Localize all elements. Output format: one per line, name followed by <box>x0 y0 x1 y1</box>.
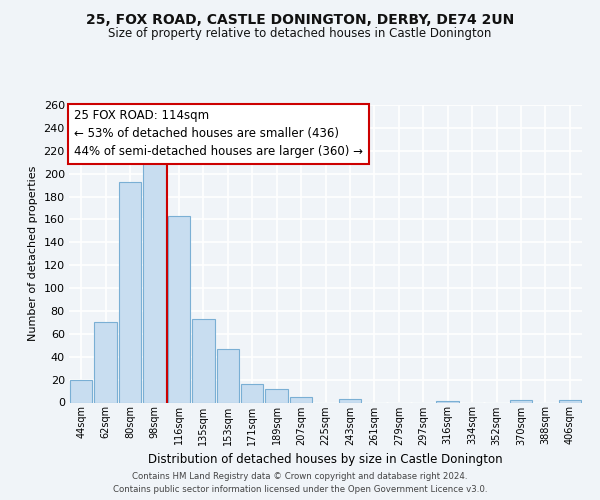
Text: 25 FOX ROAD: 114sqm
← 53% of detached houses are smaller (436)
44% of semi-detac: 25 FOX ROAD: 114sqm ← 53% of detached ho… <box>74 110 363 158</box>
Text: Size of property relative to detached houses in Castle Donington: Size of property relative to detached ho… <box>109 28 491 40</box>
Bar <box>94 322 117 402</box>
Text: Contains public sector information licensed under the Open Government Licence v3: Contains public sector information licen… <box>113 485 487 494</box>
Bar <box>338 399 361 402</box>
Bar <box>290 397 313 402</box>
Bar <box>143 159 166 402</box>
Text: Contains HM Land Registry data © Crown copyright and database right 2024.: Contains HM Land Registry data © Crown c… <box>132 472 468 481</box>
Text: 25, FOX ROAD, CASTLE DONINGTON, DERBY, DE74 2UN: 25, FOX ROAD, CASTLE DONINGTON, DERBY, D… <box>86 12 514 26</box>
Bar <box>167 216 190 402</box>
Bar <box>559 400 581 402</box>
Bar <box>509 400 532 402</box>
X-axis label: Distribution of detached houses by size in Castle Donington: Distribution of detached houses by size … <box>148 453 503 466</box>
Bar <box>217 348 239 403</box>
Bar <box>119 182 142 402</box>
Y-axis label: Number of detached properties: Number of detached properties <box>28 166 38 342</box>
Bar <box>241 384 263 402</box>
Bar <box>265 389 288 402</box>
Bar <box>70 380 92 402</box>
Bar <box>192 319 215 402</box>
